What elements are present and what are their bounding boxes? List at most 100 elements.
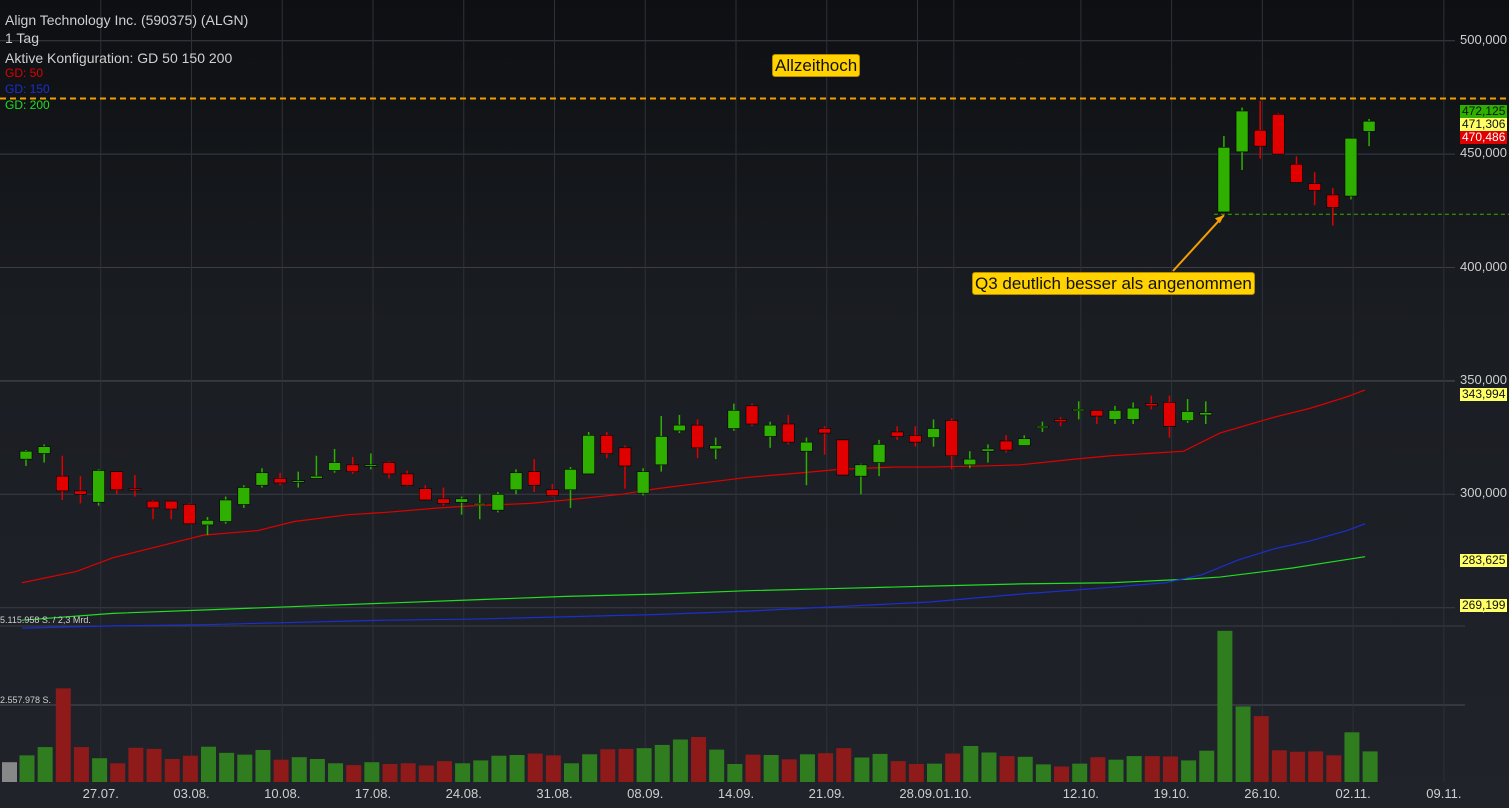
y-tick-label: 450,000 [1460,145,1507,161]
candle [800,437,813,486]
x-tick-label: 10.08. [264,786,301,801]
candle [1253,100,1267,159]
candle [1090,410,1104,424]
volume-bar [55,688,71,782]
volume-bar [836,748,852,782]
candle [74,476,87,504]
volume-bar [709,749,725,782]
candle [818,426,831,455]
volume-bar [1308,751,1324,782]
x-tick-label: 26.10. [1244,786,1281,801]
candle [1362,118,1376,147]
candle [509,469,523,495]
candle [727,403,741,431]
volume-bar [110,763,126,782]
x-tick-label: 17.08. [354,786,392,801]
volume-bar [128,747,144,782]
candle [37,444,51,463]
candle [55,455,69,500]
price-tag-ma50: 343,994 [1460,387,1508,401]
ma200-line [21,556,1366,621]
volume-bar [1271,750,1287,782]
x-tick-label: 27.07. [82,786,119,801]
candle [745,403,759,427]
candle [455,496,468,515]
volume-bar [763,755,779,782]
candle [909,426,922,447]
volume-bar [963,746,979,782]
volume-bar [999,756,1015,782]
candle [963,451,977,469]
candle [19,450,33,466]
volume-bar [309,758,325,782]
candle [418,485,432,501]
volume-bar [636,748,652,782]
candle [1199,401,1213,424]
volume-bar [927,763,942,782]
volume-bar [1144,756,1160,782]
candle [1072,401,1085,420]
volume-bar [1290,751,1305,782]
candle [437,487,450,506]
volume-bar [1181,760,1197,782]
candle [1163,395,1176,438]
candle [981,444,995,463]
legend-ma200: GD: 200 [5,98,50,112]
volume-bar [582,754,598,782]
volume-bar [400,763,416,782]
ath-callout: Allzeithoch [772,54,861,77]
price-tag-ma150: 283,625 [1460,553,1508,567]
y-tick-label: 300,000 [1460,485,1507,501]
candle [709,437,723,460]
candle [673,414,686,434]
candle [582,431,595,475]
y-tick-label: 350,000 [1460,371,1507,387]
candle [890,426,904,440]
volume-bar [1217,630,1233,782]
price-tag-ma200: 269,199 [1460,598,1508,612]
volume-bar [219,752,235,782]
price-tag-high: 472,125 [1460,104,1508,118]
volume-bar [164,758,180,782]
candle [636,468,650,496]
volume-bar [981,752,997,782]
volume-bar [564,763,579,782]
volume-bar [1162,756,1178,782]
candle [1326,188,1340,226]
x-tick-label: 14.09. [717,786,755,801]
candle [1272,113,1285,155]
volume-bar [1344,732,1360,782]
volume-bar [854,757,870,782]
volume-bar [182,755,198,782]
volume-bar [491,755,507,782]
candle [400,470,414,487]
volume-bar [382,764,398,782]
volume-bar [255,749,271,782]
volume-bar [1035,764,1051,782]
instrument-title: Align Technology Inc. (590375) (ALGN) [5,12,249,28]
volume-mid-label: 2.557.978 S. [0,695,52,705]
candle [618,445,632,489]
candle [1235,107,1249,170]
volume-bar [672,739,688,782]
volume-bar [890,761,906,782]
candle [146,499,160,520]
candle [1145,395,1158,410]
ma50-line [21,389,1366,584]
volume-bar [1235,706,1251,782]
x-tick-label: 03.08. [173,786,210,801]
candle [1308,172,1321,206]
candle [872,439,886,477]
volume-bar [1326,755,1342,782]
volume-bar [73,747,89,782]
candle [600,431,614,459]
volume-bar [1362,751,1378,782]
volume-bar [92,758,108,782]
volume-bar [455,763,471,782]
candle [364,453,378,470]
x-tick-label: 09.11. [1426,786,1462,801]
candle [999,435,1013,453]
price-tag-last: 471,306 [1460,117,1508,131]
volume-bar [618,748,634,782]
